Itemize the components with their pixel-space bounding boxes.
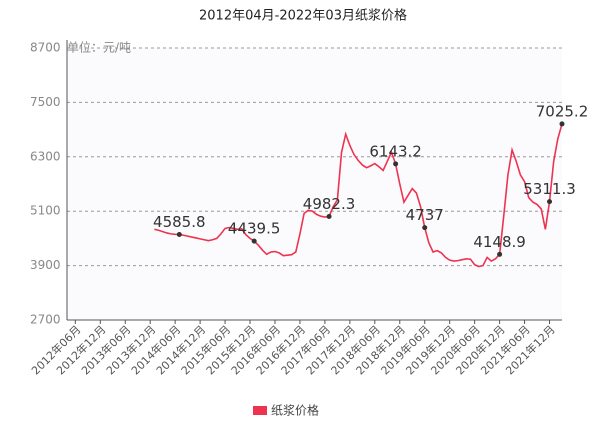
y-tick-label: 6300	[30, 149, 61, 163]
y-tick-label: 7500	[30, 95, 61, 109]
point-marker	[176, 232, 182, 238]
value-label: 7025.2	[536, 102, 589, 120]
plot-area	[67, 48, 562, 320]
chart-title: 2012年04月-2022年03月纸浆价格	[199, 8, 407, 24]
value-label: 4982.3	[303, 195, 356, 213]
legend-swatch	[253, 406, 267, 415]
point-marker	[497, 251, 503, 257]
point-marker	[326, 214, 332, 220]
point-marker	[393, 161, 399, 167]
point-marker	[251, 238, 257, 244]
y-tick-label: 2700	[30, 313, 61, 327]
value-label: 4148.9	[473, 233, 526, 251]
point-marker	[559, 121, 565, 127]
value-label: 4585.8	[153, 213, 206, 231]
y-tick-label: 5100	[30, 204, 61, 218]
y-tick-label: 3900	[30, 258, 61, 272]
value-label: 5311.3	[523, 180, 576, 198]
value-label: 4737	[406, 206, 444, 224]
y-unit: 单位：元/吨	[67, 40, 131, 55]
value-label: 6143.2	[369, 142, 422, 160]
point-marker	[547, 199, 553, 205]
point-marker	[422, 225, 428, 231]
y-tick-label: 8700	[30, 41, 61, 55]
series-line	[154, 123, 563, 268]
legend-label: 纸浆价格	[271, 403, 319, 418]
value-label: 4439.5	[228, 220, 281, 238]
